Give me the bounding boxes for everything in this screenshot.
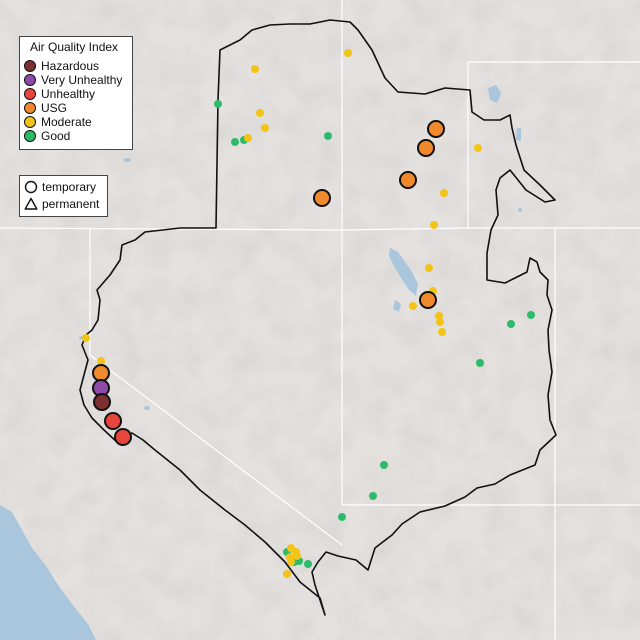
legend-label: Moderate	[41, 115, 92, 129]
legend-label: Unhealthy	[41, 87, 96, 101]
good-monitors	[214, 100, 535, 568]
monitor-unhealthy	[114, 428, 132, 446]
monitor-good	[324, 132, 332, 140]
monitor-moderate	[430, 221, 438, 229]
monitor-moderate	[344, 49, 352, 57]
legend-label: temporary	[42, 180, 97, 194]
monitor-good	[304, 560, 312, 568]
legend-item-usg: USG	[24, 101, 67, 115]
monitor-good	[231, 138, 239, 146]
lakes	[79, 85, 522, 410]
monitor-moderate	[425, 264, 433, 272]
monitor-usg	[419, 291, 437, 309]
unhealthy-swatch	[24, 88, 36, 100]
triangle-icon	[24, 197, 38, 210]
monitor-moderate	[283, 570, 291, 578]
usg-swatch	[24, 102, 36, 114]
monitor-good	[338, 513, 346, 521]
legend-label: permanent	[42, 197, 100, 211]
monitor-moderate	[97, 357, 105, 365]
monitor-moderate	[293, 552, 301, 560]
monitor-moderate	[82, 334, 90, 342]
large-monitors	[92, 120, 445, 446]
aqi-legend: Air Quality Index Hazardous Very Unhealt…	[19, 36, 133, 150]
monitor-moderate	[409, 302, 417, 310]
good-swatch	[24, 130, 36, 142]
legend-label: Good	[41, 129, 71, 143]
monitor-moderate	[440, 189, 448, 197]
moderate-monitors	[82, 49, 482, 578]
legend-item-good: Good	[24, 129, 70, 143]
monitor-usg	[399, 171, 417, 189]
monitor-usg	[313, 189, 331, 207]
hazardous-swatch	[24, 60, 36, 72]
circle-icon	[24, 180, 38, 194]
legend-label: Very Unhealthy	[41, 73, 123, 87]
moderate-swatch	[24, 116, 36, 128]
very-unhealthy-swatch	[24, 74, 36, 86]
legend-label: Hazardous	[41, 59, 100, 73]
monitor-unhealthy	[104, 412, 122, 430]
monitor-moderate	[436, 318, 444, 326]
region-boundary	[79, 19, 557, 616]
monitor-good	[214, 100, 222, 108]
monitor-moderate	[261, 124, 269, 132]
monitor-moderate	[251, 65, 259, 73]
monitor-good	[380, 461, 388, 469]
monitor-moderate	[474, 144, 482, 152]
monitor-usg	[92, 364, 110, 382]
monitor-moderate	[435, 312, 443, 320]
monitor-hazardous	[93, 393, 111, 411]
legend-label: USG	[41, 101, 68, 115]
monitor-good	[369, 492, 377, 500]
monitor-good	[507, 320, 515, 328]
monitor-usg	[417, 139, 435, 157]
legend-item-unhealthy: Unhealthy	[24, 87, 95, 101]
monitor-usg	[427, 120, 445, 138]
legend-item-temporary: temporary	[24, 180, 96, 194]
legend-item-moderate: Moderate	[24, 115, 92, 129]
legend-item-hazardous: Hazardous	[24, 59, 99, 73]
monitor-type-legend: temporary permanent	[19, 175, 108, 217]
pacific-ocean	[0, 505, 96, 640]
monitor-good	[476, 359, 484, 367]
aqi-legend-title: Air Quality Index	[30, 40, 119, 54]
monitor-moderate	[256, 109, 264, 117]
monitor-moderate	[438, 328, 446, 336]
legend-item-permanent: permanent	[24, 197, 99, 211]
monitor-moderate	[287, 558, 295, 566]
monitor-moderate	[244, 134, 252, 142]
legend-item-very-unhealthy: Very Unhealthy	[24, 73, 122, 87]
monitor-good	[527, 311, 535, 319]
